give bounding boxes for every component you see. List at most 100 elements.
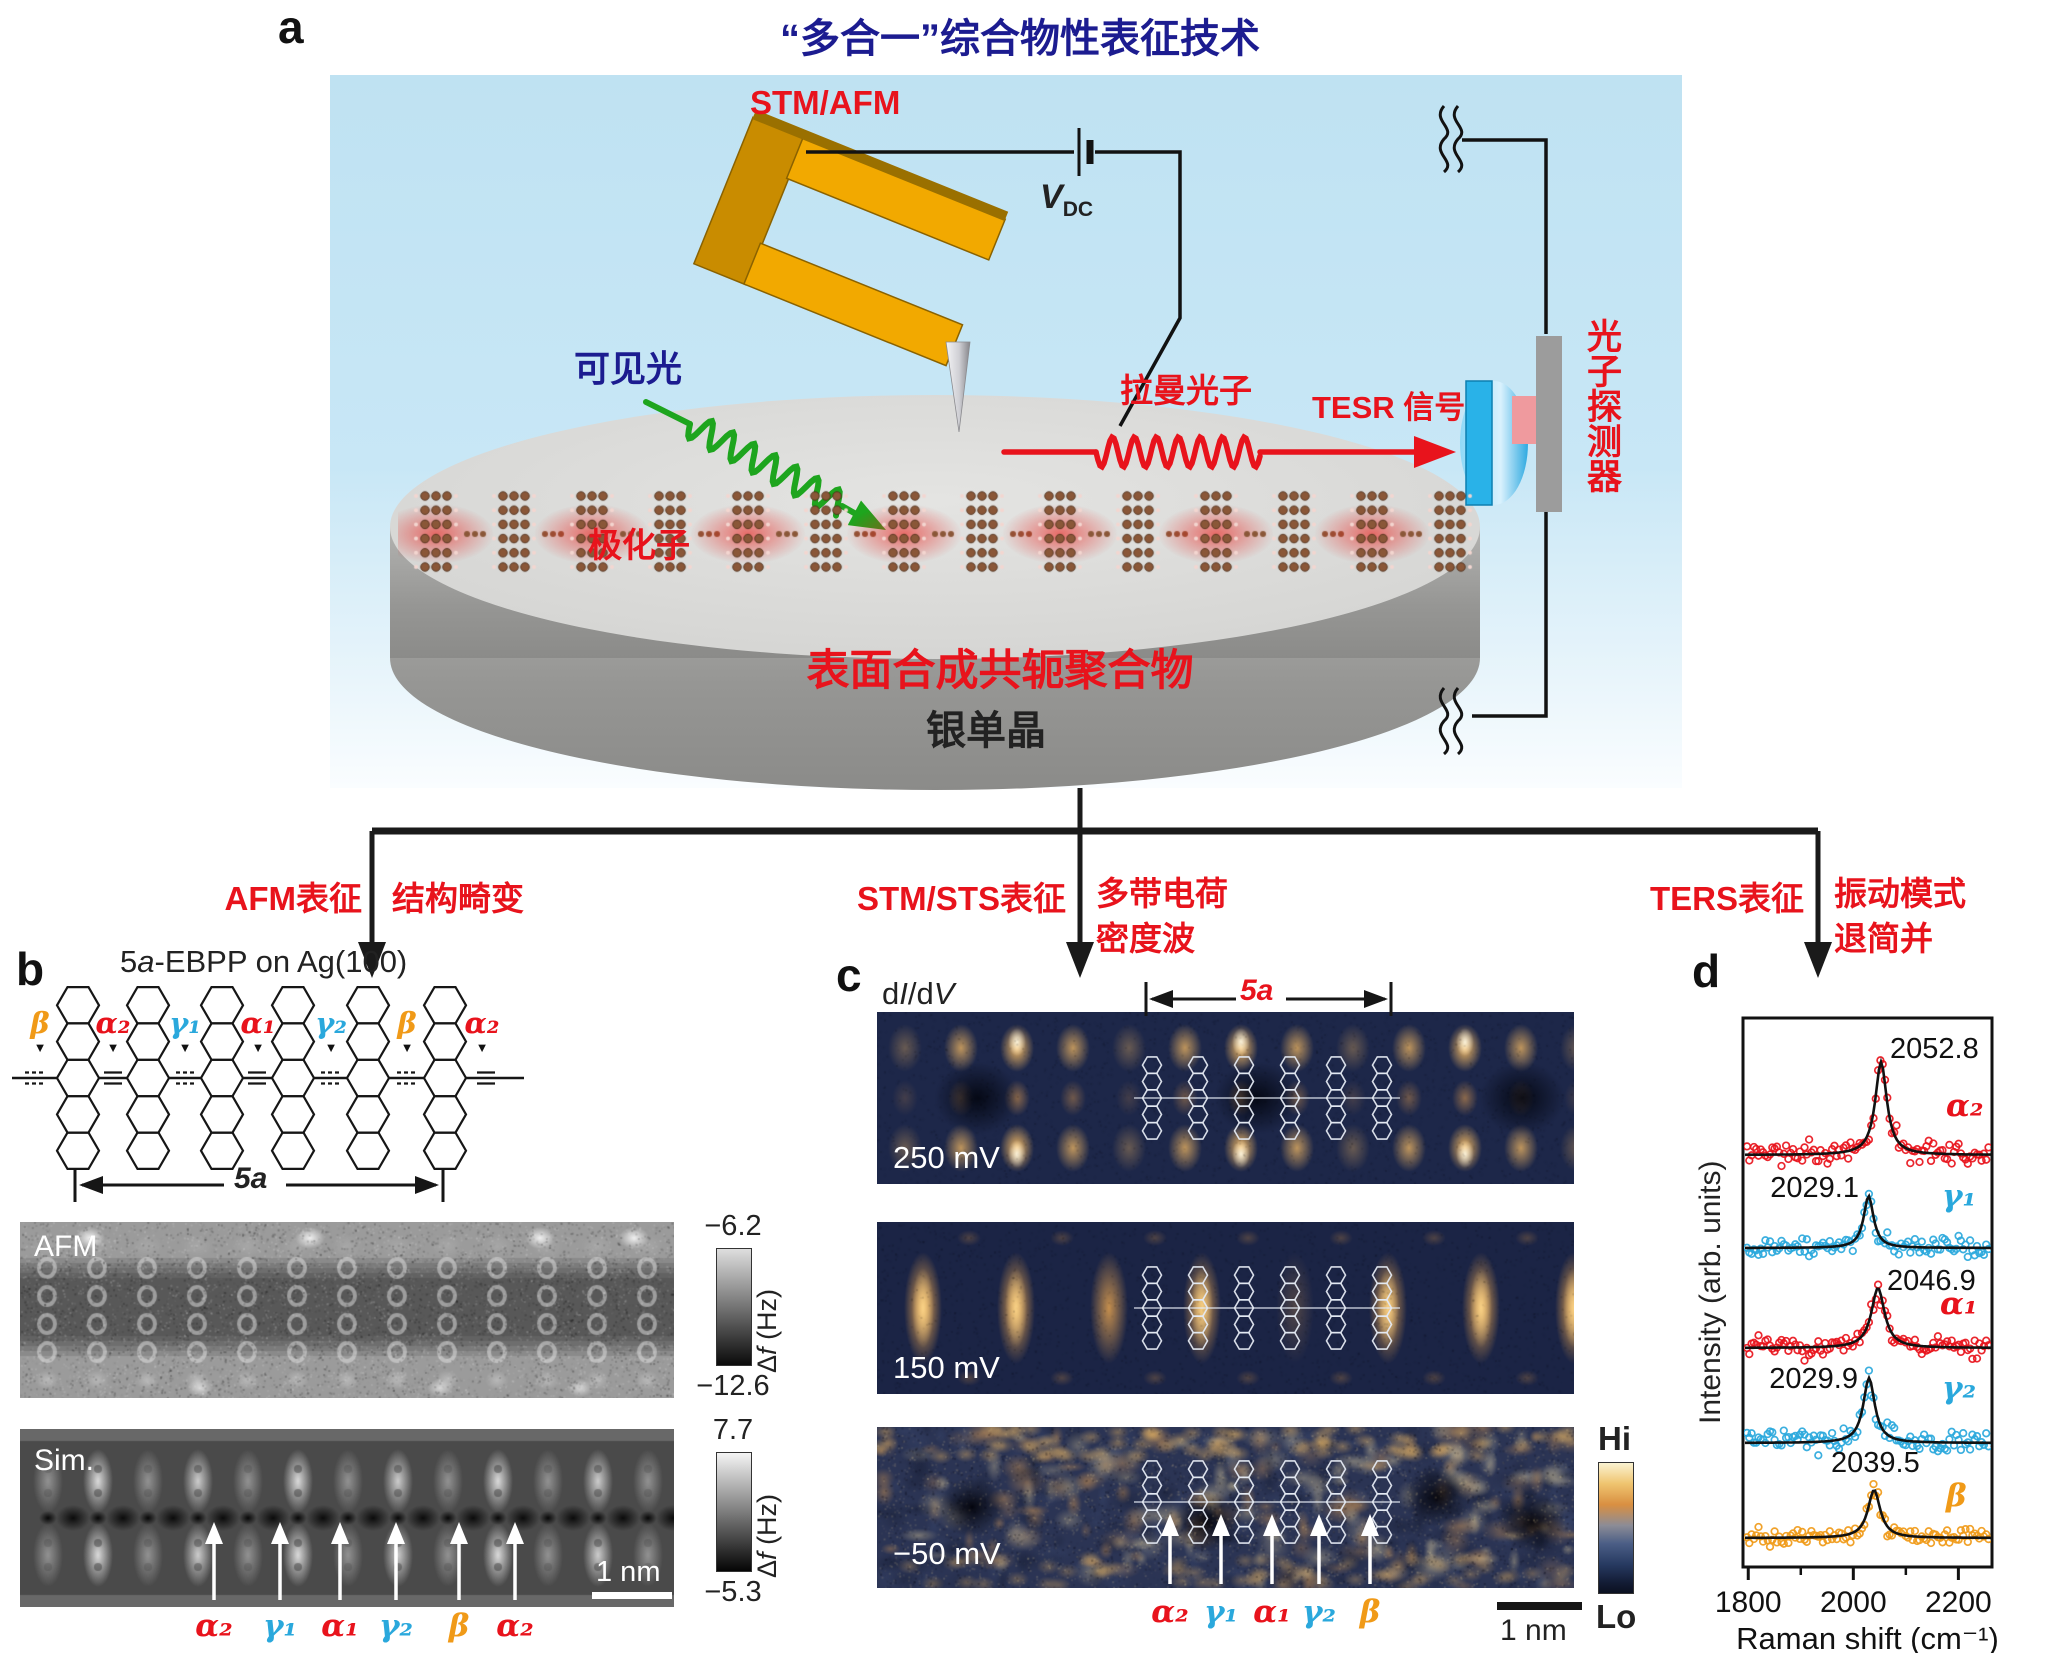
c-span-label: 5a <box>1240 974 1274 1007</box>
flow-afm-method: AFM表征 <box>224 880 362 917</box>
flow-arrowhead <box>358 942 386 978</box>
svg-text:1800: 1800 <box>1715 1586 1782 1619</box>
peak-value-label: 2046.9 <box>1887 1265 1976 1297</box>
unit-cell-span-label: 5a <box>234 1162 268 1195</box>
flow-connector <box>358 788 1832 978</box>
sim-colorbar-min: −5.3 <box>704 1576 762 1608</box>
peak-value-label: 2039.5 <box>1831 1447 1920 1479</box>
afm-colorbar-max: −6.2 <box>704 1210 762 1242</box>
tuning-fork-sensor <box>692 109 1009 367</box>
colorbar-hi-label: Hi <box>1598 1420 1631 1457</box>
bias-label-250mv: 250 mV <box>893 1140 1000 1175</box>
flow-stm-result: 多带电荷 密度波 <box>1096 875 1228 957</box>
polymer-label: 表面合成共轭聚合物 <box>806 647 1194 695</box>
spectrum-γ₁ <box>1744 1189 1991 1262</box>
d-ylabel: Intensity (arb. units) <box>1694 1160 1727 1424</box>
greek-label: β ▼ <box>397 1006 417 1055</box>
series-name-label: α₁ <box>1940 1286 1977 1322</box>
visible-light-label: 可见光 <box>574 348 683 389</box>
flow-afm-result: 结构畸变 <box>392 880 524 917</box>
photon-detector-label: 光子探测器 <box>1582 318 1621 493</box>
span-arrow-b <box>73 1168 445 1202</box>
bias-label-150mv: 150 mV <box>893 1350 1000 1385</box>
svg-text:Raman shift (cm⁻¹): Raman shift (cm⁻¹) <box>1736 1621 1999 1653</box>
raman-photon-label: 拉曼光子 <box>1120 372 1252 409</box>
vdc-label: VDC <box>1040 178 1094 221</box>
silver-crystal-label: 银单晶 <box>926 709 1046 753</box>
greek-label: γ₂ <box>1301 1594 1337 1630</box>
wire-break-symbol <box>1438 105 1450 174</box>
sim-colorbar-max: 7.7 <box>712 1414 754 1446</box>
colorbar-lo-label: Lo <box>1596 1598 1637 1635</box>
peak-value-label: 2052.8 <box>1890 1033 1979 1065</box>
didv-map-neg50mv <box>877 1427 1574 1588</box>
greek-label: γ₂ ▼ <box>315 1006 347 1055</box>
panel-b-title: 5a-EBPP on Ag(100) <box>120 944 408 979</box>
stm-afm-label: STM/AFM <box>750 84 901 121</box>
svg-text:2200: 2200 <box>1925 1586 1992 1619</box>
peak-value-label: 2029.9 <box>1769 1363 1858 1395</box>
wire-break-symbol <box>1438 687 1450 756</box>
tesr-signal-label: TESR 信号 <box>1312 390 1466 425</box>
sim-colorbar <box>716 1452 752 1572</box>
spectrum-β <box>1744 1479 1991 1551</box>
detector-board <box>1536 336 1562 512</box>
lorentzian-fit <box>1745 1489 1991 1540</box>
greek-label: α₁ <box>1253 1594 1291 1630</box>
spectrum-α₂ <box>1744 1056 1991 1171</box>
greek-label: α₂ <box>195 1608 233 1644</box>
sensor-chip <box>1512 396 1536 444</box>
flow-arrowhead <box>1804 942 1832 978</box>
series-name-label: γ₂ <box>1942 1370 1976 1406</box>
stm-tip <box>945 341 971 433</box>
lorentzian-fit <box>1745 1374 1991 1445</box>
greek-label: γ₂ <box>378 1608 414 1644</box>
greek-label: β <box>448 1608 470 1644</box>
flow-ters-result: 振动模式 退简并 <box>1834 875 1966 957</box>
spectrum-α₁ <box>1744 1280 1991 1365</box>
lorentzian-fit <box>1745 1287 1991 1350</box>
greek-label: α₂ <box>496 1608 534 1644</box>
bias-circuit-wire <box>806 128 1548 718</box>
wire-break-symbol <box>1452 105 1464 174</box>
greek-label: γ₁ ▼ <box>169 1006 201 1055</box>
c-scalebar-label: 1 nm <box>1500 1614 1567 1647</box>
greek-label: γ₁ <box>262 1608 298 1644</box>
polaron-label: 极化子 <box>588 527 690 565</box>
sim-scalebar-label: 1 nm <box>596 1556 661 1588</box>
panel-c-letter: c <box>836 949 862 1001</box>
greek-label: α₂ ▼ <box>95 1006 131 1055</box>
panel-d-letter: d <box>1692 945 1721 997</box>
chemical-structure <box>12 986 524 1170</box>
panel-a-letter: a <box>278 1 304 53</box>
lorentzian-fit <box>1745 1192 1991 1250</box>
greek-label: α₁ ▼ <box>240 1006 276 1055</box>
greek-label: β <box>1359 1594 1381 1630</box>
didv-label: dI/dV <box>882 976 955 1011</box>
sim-colorbar-unit: Δf (Hz) <box>752 1493 782 1578</box>
polymer-chain-image <box>398 470 1473 598</box>
wire-break-symbol <box>1452 687 1464 756</box>
panel-b-letter: b <box>16 943 45 995</box>
lorentzian-fit <box>1744 1057 1991 1157</box>
afm-colorbar-unit: Δf (Hz) <box>752 1288 782 1373</box>
spectrum-γ₂ <box>1744 1366 1991 1460</box>
afm-image <box>20 1222 674 1398</box>
bias-label-neg50mv: −50 mV <box>893 1536 1001 1571</box>
sim-image-label: Sim. <box>34 1444 94 1477</box>
flow-stm-method: STM/STS表征 <box>856 880 1066 917</box>
greek-label: γ₁ <box>1203 1594 1239 1630</box>
afm-colorbar <box>716 1248 752 1366</box>
svg-text:2000: 2000 <box>1820 1586 1887 1619</box>
afm-simulation-image <box>20 1429 674 1607</box>
series-name-label: β <box>1945 1478 1967 1514</box>
series-name-label: γ₁ <box>1942 1178 1976 1214</box>
afm-colorbar-min: −12.6 <box>696 1370 770 1402</box>
flow-arrowhead <box>1066 942 1094 978</box>
flow-ters-method: TERS表征 <box>1649 880 1804 917</box>
afm-image-label: AFM <box>34 1230 98 1263</box>
peak-value-label: 2029.1 <box>1770 1172 1859 1204</box>
greek-label: α₁ <box>321 1608 359 1644</box>
panel-a-title: “多合一”综合物性表征技术 <box>780 17 1260 61</box>
